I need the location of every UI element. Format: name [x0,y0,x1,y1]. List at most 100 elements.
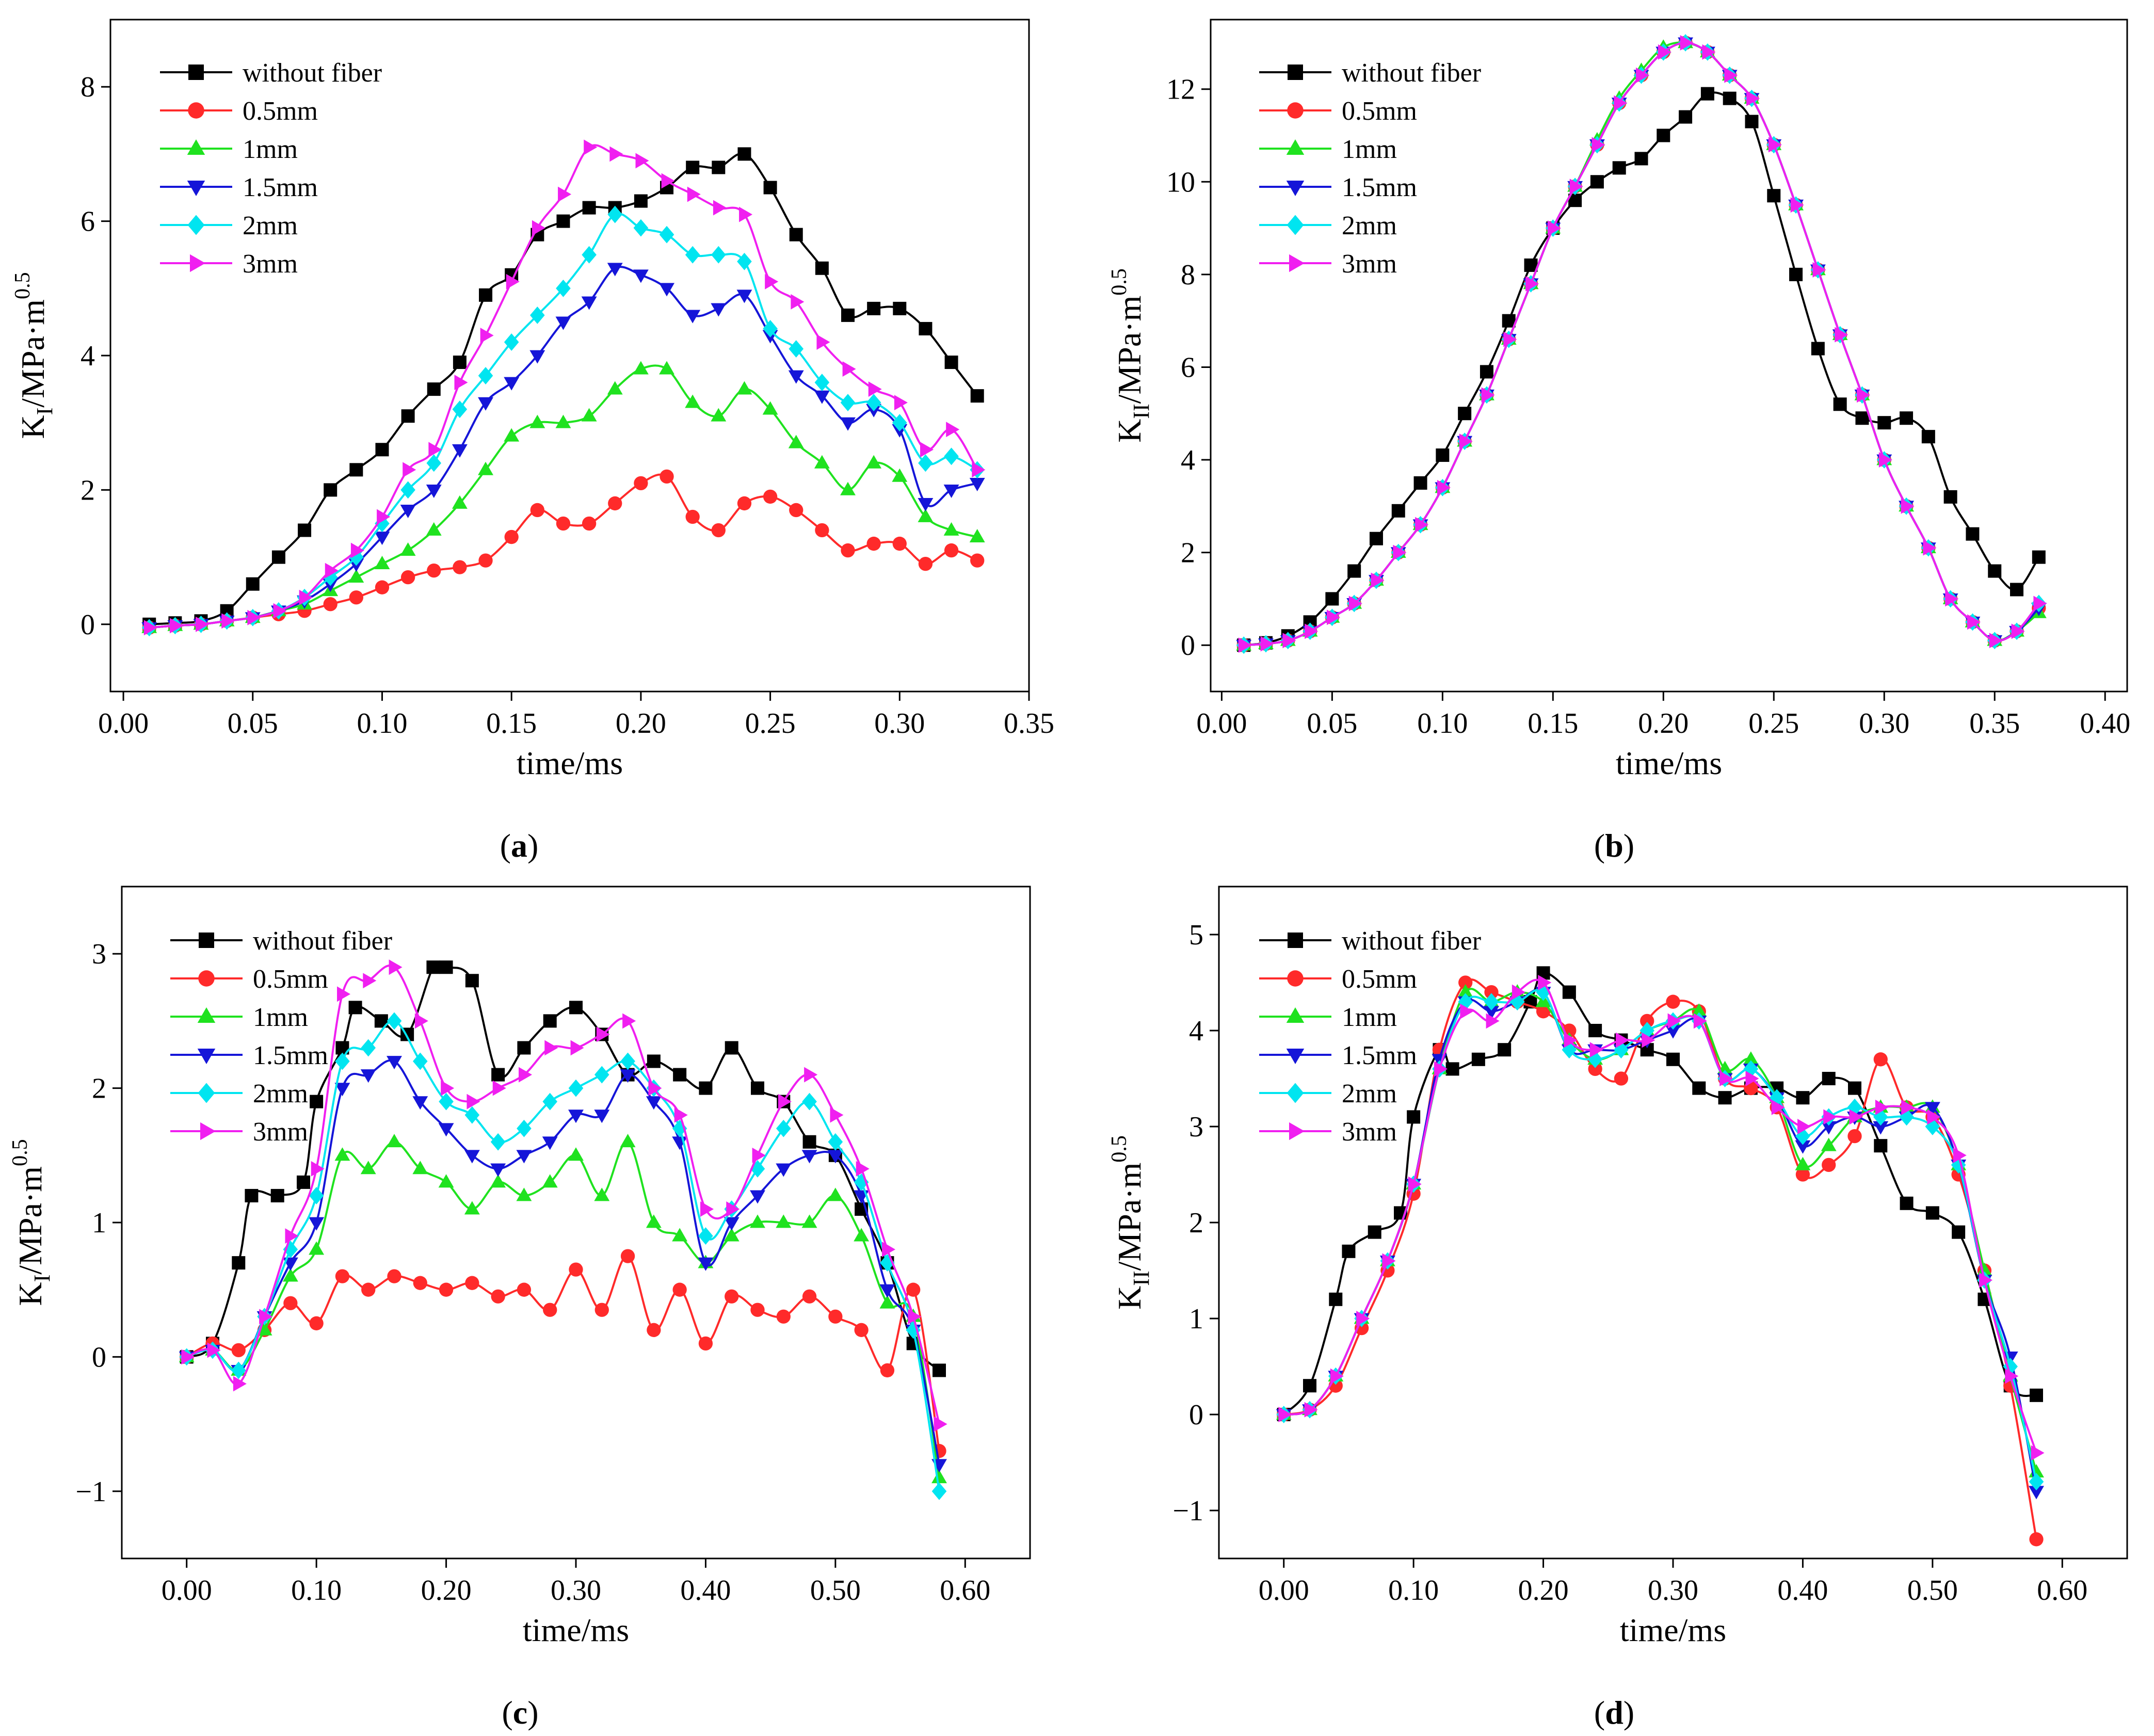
data-point-2mm [659,226,674,244]
data-point-0-5mm [918,556,933,571]
panel-label-letter: d [1605,1694,1623,1731]
data-point-1mm [1976,1262,1992,1276]
data-point-without-fiber [1445,1062,1459,1076]
data-point-3mm [2033,596,2047,612]
data-point-3mm [467,1094,480,1110]
data-point-3mm [1927,1109,1941,1125]
x-axis-title: time/ms [1616,745,1722,781]
data-point-1mm [659,361,674,375]
data-point-without-fiber [1855,411,1869,425]
data-point-3mm [2005,1368,2019,1384]
legend-label-1-5mm: 1.5mm [1342,173,1417,202]
data-point-1mm [607,381,623,395]
data-point-0-5mm [828,1309,843,1324]
data-point-3mm [350,542,364,558]
legend-marker-without-fiber [1288,933,1303,948]
data-point-3mm [1260,636,1274,652]
data-point-2mm [866,394,881,412]
data-point-2mm [1795,1127,1810,1145]
legend-marker-3mm [1289,1122,1305,1140]
data-point-2mm [840,394,856,412]
data-point-1-5mm [633,269,649,283]
data-point-2mm [931,1482,947,1500]
data-point-3mm [1569,179,1583,195]
data-point-3mm [868,381,882,397]
data-point-without-fiber [1833,397,1847,411]
data-point-3mm [506,274,520,290]
data-point-1mm [542,1174,558,1188]
data-point-3mm [584,139,598,155]
data-point-1mm [555,414,571,428]
data-point-without-fiber [582,201,596,215]
data-point-without-fiber [453,356,467,369]
legend-label-without-fiber: without fiber [1342,58,1481,88]
y-tick-label: 3 [92,938,106,970]
data-point-without-fiber [1925,1206,1939,1220]
data-point-3mm [687,186,701,202]
data-point-3mm [791,294,805,310]
data-point-1mm [490,1174,506,1188]
series-3mm [1278,975,2045,1461]
data-point-1-5mm [360,1069,376,1083]
data-point-3mm [363,973,377,989]
x-axis-title: time/ms [517,745,623,781]
x-tick-label: 0.20 [616,708,666,740]
data-point-3mm [1382,1253,1396,1269]
panel-label-letter: b [1605,827,1623,864]
data-point-0-5mm [556,516,571,531]
data-point-3mm [558,186,572,202]
data-point-2mm [1484,993,1499,1011]
data-point-0-5mm [815,523,829,538]
data-point-without-fiber [1718,1091,1732,1105]
data-point-3mm [1667,1013,1681,1029]
data-point-3mm [946,422,960,438]
data-point-without-fiber [1822,1072,1836,1085]
legend-label-1mm: 1mm [1342,135,1397,164]
x-tick-label: 0.60 [2037,1574,2087,1606]
x-tick-label: 0.10 [1417,708,1468,740]
data-point-2mm [568,1079,584,1097]
data-point-3mm [1564,1032,1578,1048]
series-3mm [1238,35,2047,653]
data-point-without-fiber [712,160,726,174]
data-point-3mm [622,1013,636,1029]
data-point-without-fiber [763,181,777,195]
data-point-0-5mm [569,1262,583,1277]
data-point-3mm [1278,1407,1292,1422]
data-point-1-5mm [879,1284,895,1298]
data-point-1mm [504,428,520,442]
data-point-3mm [972,462,986,478]
data-point-1-5mm [969,477,985,491]
y-axis-title-unit: /MPa·m [1111,296,1148,404]
data-point-1mm [827,1187,843,1201]
data-point-1-5mm [387,1056,402,1070]
data-point-without-fiber [699,1081,713,1095]
data-point-0-5mm [1822,1158,1836,1172]
y-tick-label: 0 [1189,1399,1203,1431]
legend-label-2mm: 2mm [1342,1079,1397,1108]
y-axis-title: KII/MPa·m0.5 [1107,1135,1154,1310]
panel-label-open: ( [1594,1694,1605,1731]
panel-label-close: ) [527,1694,538,1731]
data-point-1-5mm [788,370,804,384]
data-point-without-fiber [491,1068,505,1082]
y-axis-title-subscript: I [32,408,57,415]
data-point-0-5mm [582,516,597,531]
data-point-1-5mm [478,397,493,411]
data-point-0-5mm [413,1276,427,1290]
y-axis-title-superscript: 0.5 [1107,1135,1131,1163]
legend-marker-1mm [197,1007,216,1023]
data-point-without-fiber [1329,1292,1343,1306]
data-point-3mm [1797,1119,1811,1134]
x-tick-label: 0.00 [98,708,149,740]
data-point-without-fiber [1590,175,1604,189]
data-point-3mm [1901,1099,1915,1115]
data-point-2mm [283,1241,298,1258]
series-line-1mm [149,364,978,629]
data-point-3mm [1636,67,1650,83]
data-point-3mm [1589,1042,1603,1058]
data-point-without-fiber [1458,407,1472,421]
data-point-3mm [454,375,468,391]
data-point-3mm [1745,1071,1759,1086]
y-tick-label: 8 [1181,259,1195,291]
